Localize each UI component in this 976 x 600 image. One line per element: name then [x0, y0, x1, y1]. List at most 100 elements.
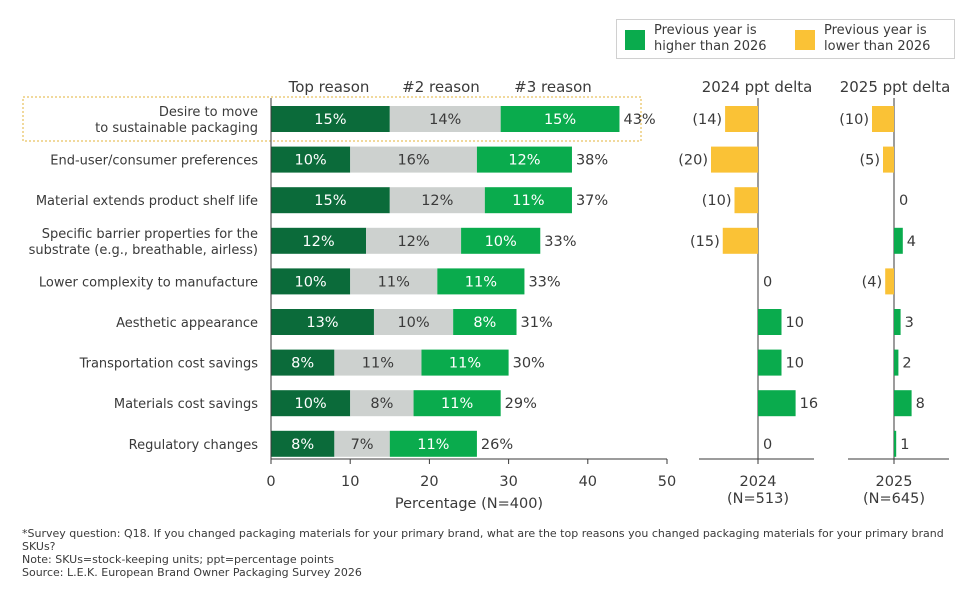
- bar-segment: [389, 106, 501, 132]
- bar-total-label: 38%: [576, 153, 608, 169]
- delta-bar: [758, 349, 782, 376]
- bar-segment-label: 11%: [449, 356, 481, 372]
- delta-bar: [894, 227, 903, 254]
- delta-bar: [758, 390, 796, 417]
- delta-label: (5): [859, 153, 880, 169]
- legend-label-lower: Previous year is lower than 2026: [824, 23, 931, 54]
- delta-label: 0: [763, 274, 772, 290]
- bar-total-label: 29%: [505, 396, 537, 412]
- bar-segment: [476, 146, 572, 173]
- bar-total-label: 37%: [576, 193, 608, 209]
- bar-segment-label: 12%: [302, 234, 334, 250]
- delta-bar: [894, 309, 901, 335]
- bar-segment-label: 10%: [485, 234, 517, 250]
- legend-label-higher: Previous year is higher than 2026: [654, 23, 767, 54]
- series-header-1: Top reason: [288, 78, 370, 96]
- bar-segment: [350, 390, 414, 417]
- bar-total-label: 33%: [528, 274, 560, 290]
- category-label: to sustainable packaging: [95, 121, 258, 136]
- bar-segment-label: 11%: [465, 274, 497, 290]
- delta-label: 0: [763, 437, 772, 453]
- delta-bar: [711, 146, 758, 173]
- bar-segment: [334, 430, 390, 457]
- delta-label: 3: [905, 315, 914, 331]
- bar-segment: [413, 390, 501, 417]
- bar-segment: [271, 390, 351, 417]
- delta-sample-size: (N=645): [863, 491, 925, 507]
- category-label: Transportation cost savings: [79, 357, 259, 372]
- category-label: Aesthetic appearance: [116, 316, 258, 331]
- delta-axis-label: 2024: [740, 474, 777, 490]
- bar-segment: [271, 349, 335, 376]
- bar-segment: [271, 106, 390, 132]
- legend: Previous year is higher than 2026 Previo…: [616, 19, 955, 59]
- x-axis-title: Percentage (N=400): [395, 496, 543, 512]
- footnote-note: Note: SKUs=stock-keeping units; ppt=perc…: [22, 553, 334, 566]
- category-label: Specific barrier properties for the: [42, 227, 258, 242]
- x-tick-label: 30: [499, 474, 517, 490]
- delta-bar: [872, 106, 894, 132]
- bar-segment-label: 10%: [294, 396, 326, 412]
- delta-bar: [758, 309, 782, 335]
- delta-label: (15): [690, 234, 720, 250]
- bar-segment: [271, 227, 367, 254]
- bar-segment-label: 10%: [294, 153, 326, 169]
- delta-axis-label: 2025: [876, 474, 913, 490]
- delta-bar: [894, 430, 897, 457]
- bar-segment-label: 15%: [314, 193, 346, 209]
- bar-segment: [271, 309, 374, 335]
- x-tick-label: 0: [266, 474, 275, 490]
- delta-label: (10): [702, 193, 732, 209]
- bar-segment: [373, 309, 454, 335]
- delta-label: 0: [899, 193, 908, 209]
- bar-segment: [271, 146, 351, 173]
- bar-segment: [421, 349, 509, 376]
- delta-label: 10: [786, 315, 804, 331]
- footnotes: *Survey question: Q18. If you changed pa…: [22, 527, 957, 579]
- bar-total-label: 31%: [521, 315, 553, 331]
- bar-segment-label: 8%: [370, 396, 393, 412]
- bar-segment: [350, 268, 438, 295]
- bar-segment-label: 11%: [378, 274, 410, 290]
- chart: Top reason #2 reason #3 reason Desire to mo…: [22, 78, 950, 512]
- bar-segment: [271, 430, 335, 457]
- delta-label: 1: [900, 437, 909, 453]
- bar-segment: [500, 106, 620, 132]
- delta-label: 16: [800, 396, 818, 412]
- bar-segment: [366, 227, 462, 254]
- category-label: substrate (e.g., breathable, airless): [29, 243, 258, 258]
- x-tick-label: 20: [420, 474, 438, 490]
- footnote-source: Source: L.E.K. European Brand Owner Pack…: [22, 566, 362, 579]
- highlight-box: [22, 96, 642, 142]
- footnote-survey-question: *Survey question: Q18. If you changed pa…: [22, 527, 944, 553]
- bar-segment-label: 11%: [441, 396, 473, 412]
- bar-segment: [350, 146, 477, 173]
- bar-segment-label: 12%: [397, 234, 429, 250]
- bar-segment: [437, 268, 525, 295]
- category-label: End-user/consumer preferences: [50, 154, 258, 169]
- bar-segment-label: 14%: [429, 112, 461, 128]
- delta-panel-title: 2024 ppt delta: [702, 78, 813, 96]
- category-label: Regulatory changes: [129, 438, 259, 453]
- category-label: Lower complexity to manufacture: [39, 275, 258, 290]
- bar-segment-label: 16%: [397, 153, 429, 169]
- bar-segment-label: 13%: [306, 315, 338, 331]
- bar-segment-label: 11%: [417, 437, 449, 453]
- delta-label: 4: [907, 234, 916, 250]
- bar-segment-label: 11%: [362, 356, 394, 372]
- bar-segment: [484, 187, 572, 214]
- delta-label: (10): [839, 112, 869, 128]
- delta-label: 10: [786, 356, 804, 372]
- bar-segment: [271, 268, 351, 295]
- delta-bar: [885, 268, 894, 295]
- delta-bar: [725, 106, 758, 132]
- legend-swatch-higher: [625, 30, 645, 50]
- series-header-3: #3 reason: [514, 78, 592, 96]
- delta-label: 8: [916, 396, 925, 412]
- bar-segment: [453, 309, 517, 335]
- bar-total-label: 33%: [544, 234, 576, 250]
- bar-segment-label: 10%: [294, 274, 326, 290]
- bar-segment: [334, 349, 422, 376]
- bar-segment-label: 12%: [508, 153, 540, 169]
- bar-segment-label: 12%: [421, 193, 453, 209]
